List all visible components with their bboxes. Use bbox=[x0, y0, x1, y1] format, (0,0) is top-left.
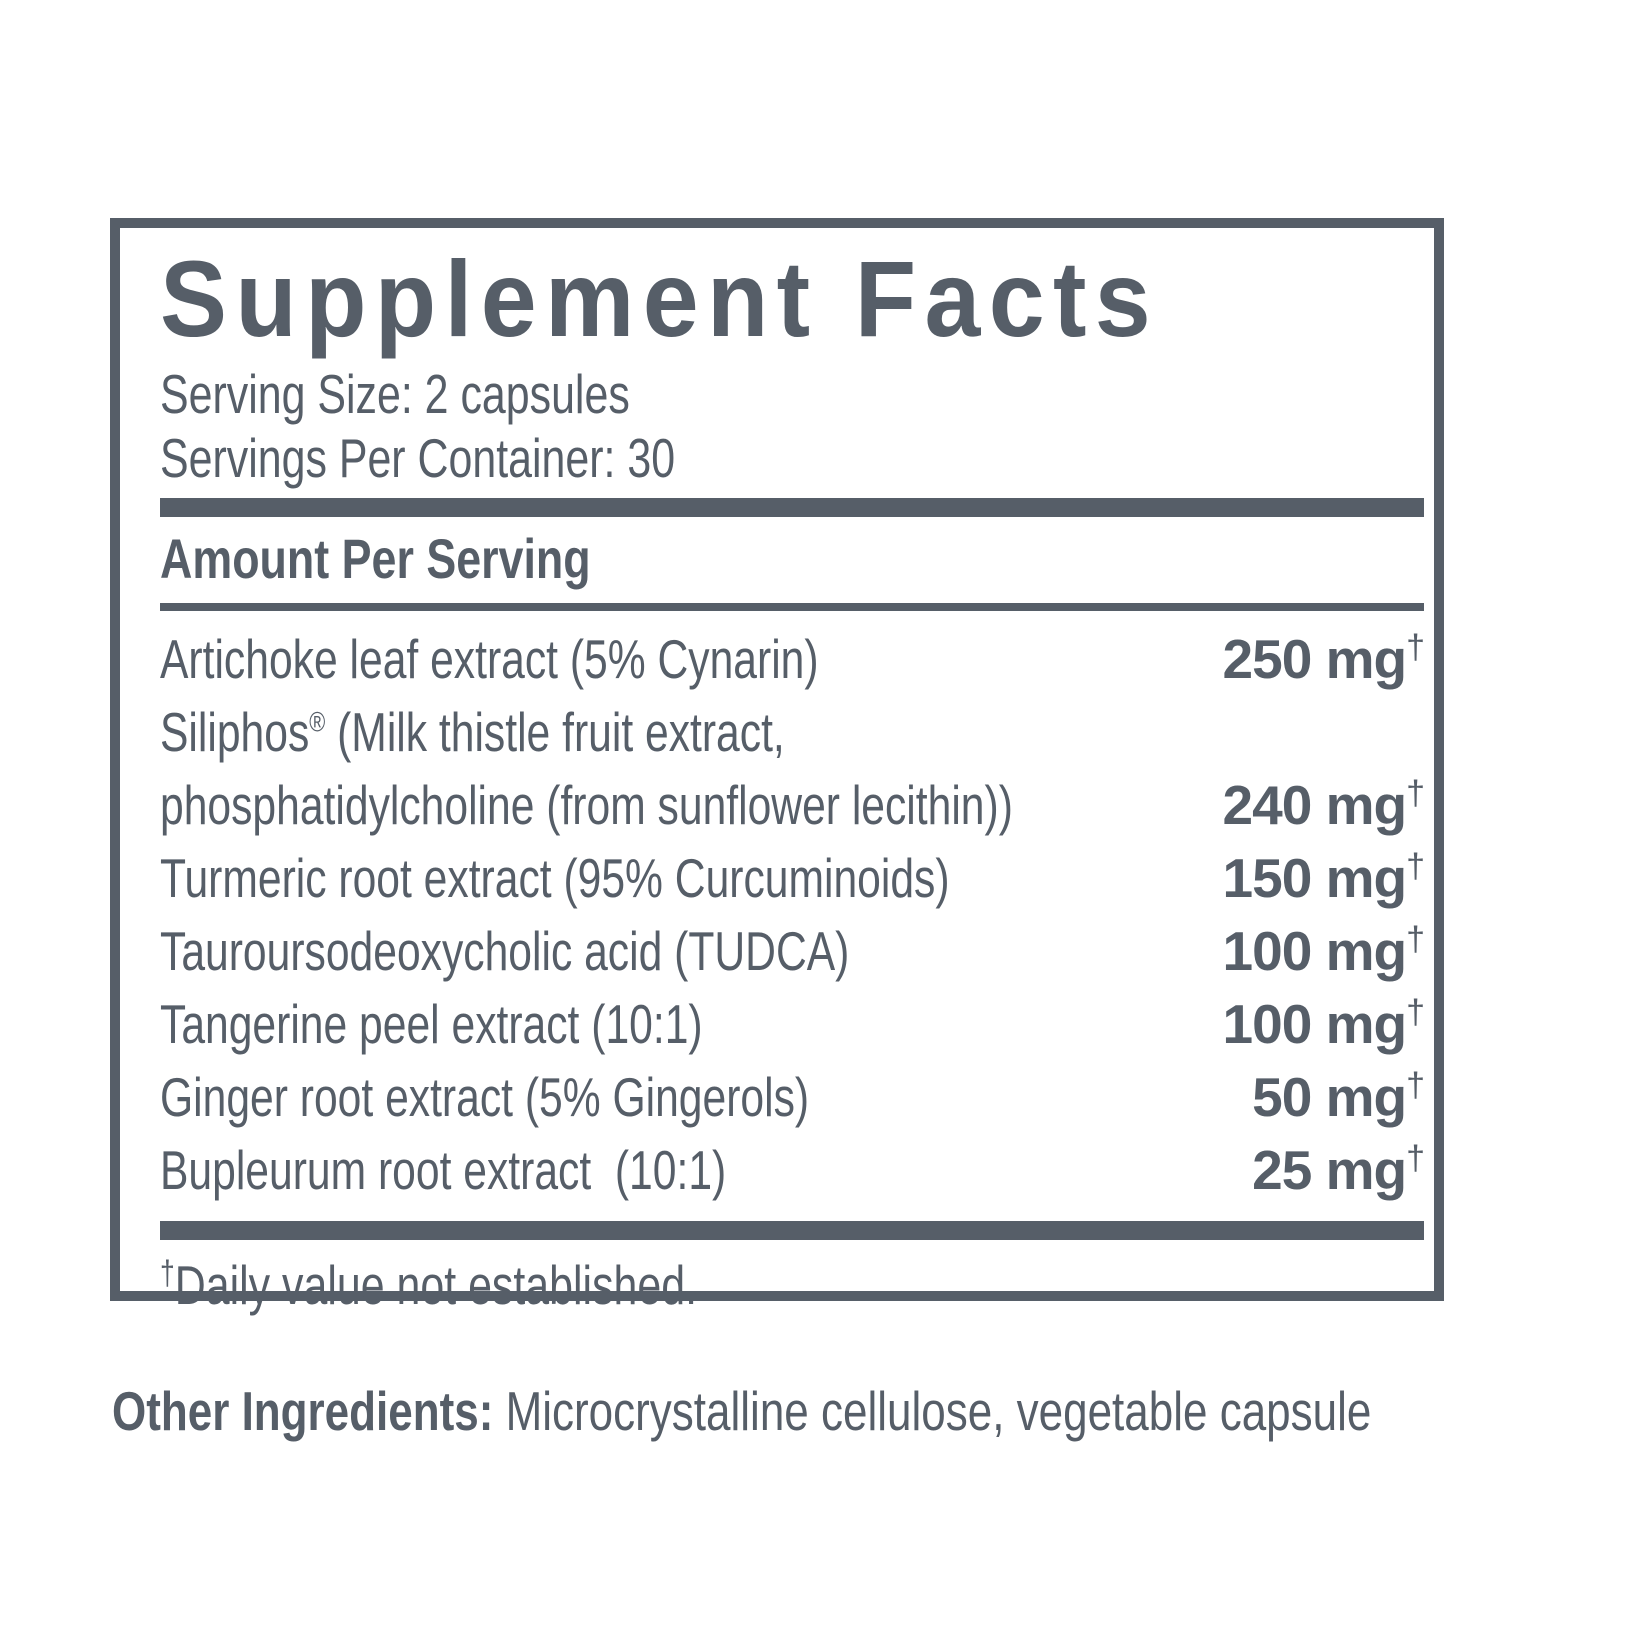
dagger-icon: † bbox=[1406, 1066, 1425, 1105]
ingredient-amount: 25 mg† bbox=[1252, 1134, 1425, 1207]
ingredient-name: Turmeric root extract (95% Curcuminoids) bbox=[160, 847, 950, 909]
dagger-icon: † bbox=[1406, 993, 1425, 1032]
other-ingredients-value: Microcrystalline cellulose, vegetable ca… bbox=[493, 1380, 1372, 1442]
ingredient-table: Artichoke leaf extract (5% Cynarin) 250 … bbox=[160, 611, 1425, 1211]
table-row: Turmeric root extract (95% Curcuminoids)… bbox=[160, 846, 1425, 919]
supplement-facts-content: Supplement Facts Serving Size: 2 capsule… bbox=[160, 238, 1425, 1320]
ingredient-name: Tauroursodeoxycholic acid (TUDCA) bbox=[160, 920, 850, 982]
amount-per-serving-header: Amount Per Serving bbox=[160, 527, 591, 590]
ingredient-name: Bupleurum root extract (10:1) bbox=[160, 1139, 727, 1201]
divider-thin bbox=[160, 603, 1424, 611]
table-row: Tangerine peel extract (10:1) 100 mg† bbox=[160, 992, 1425, 1065]
amount-value: 240 mg bbox=[1222, 774, 1408, 836]
table-row: Siliphos® (Milk thistle fruit extract, ph… bbox=[160, 700, 1425, 846]
footnote-text: Daily value not established. bbox=[174, 1254, 698, 1316]
ingredient-name: Tangerine peel extract (10:1) bbox=[160, 993, 703, 1055]
amount-value: 150 mg bbox=[1222, 847, 1408, 909]
supplement-facts-panel: Supplement Facts Serving Size: 2 capsule… bbox=[110, 218, 1444, 1316]
ingredient-amount: 50 mg† bbox=[1252, 1061, 1425, 1134]
dagger-icon: † bbox=[1406, 628, 1425, 667]
dagger-icon: † bbox=[1406, 774, 1425, 813]
amount-value: 50 mg bbox=[1252, 1066, 1407, 1128]
registered-icon: ® bbox=[309, 706, 326, 738]
ingredient-name: Siliphos® (Milk thistle fruit extract, ph… bbox=[160, 696, 1013, 842]
dagger-icon: † bbox=[160, 1254, 175, 1293]
servings-per-container-line: Servings Per Container: 30 bbox=[160, 427, 676, 489]
dagger-icon: † bbox=[1406, 847, 1425, 886]
table-row: Bupleurum root extract (10:1) 25 mg† bbox=[160, 1138, 1425, 1211]
table-row: Tauroursodeoxycholic acid (TUDCA) 100 mg… bbox=[160, 919, 1425, 992]
ingredient-name: Artichoke leaf extract (5% Cynarin) bbox=[160, 628, 819, 690]
ingredient-amount: 100 mg† bbox=[1222, 988, 1425, 1061]
footnote: †Daily value not established. bbox=[160, 1240, 1144, 1320]
page-title: Supplement Facts bbox=[160, 238, 1159, 359]
ingredient-name-brand: Siliphos bbox=[160, 701, 310, 763]
divider-thick-bottom bbox=[160, 1221, 1424, 1240]
divider-thick-top bbox=[160, 498, 1424, 517]
ingredient-amount: 100 mg† bbox=[1222, 915, 1425, 988]
amount-value: 100 mg bbox=[1222, 993, 1408, 1055]
ingredient-name: Ginger root extract (5% Gingerols) bbox=[160, 1066, 810, 1128]
ingredient-amount: 150 mg† bbox=[1222, 842, 1425, 915]
ingredient-name-rest: (Milk thistle fruit extract, bbox=[325, 701, 785, 763]
ingredient-amount: 250 mg† bbox=[1222, 623, 1425, 696]
amount-value: 250 mg bbox=[1222, 628, 1408, 690]
ingredient-name-line2: phosphatidylcholine (from sunflower leci… bbox=[160, 774, 1013, 836]
ingredient-amount: 240 mg† bbox=[1222, 769, 1425, 842]
table-row: Artichoke leaf extract (5% Cynarin) 250 … bbox=[160, 627, 1425, 700]
other-ingredients-line: Other Ingredients: Microcrystalline cell… bbox=[112, 1378, 1371, 1444]
other-ingredients-label: Other Ingredients: bbox=[112, 1380, 494, 1442]
amount-value: 25 mg bbox=[1252, 1139, 1407, 1201]
dagger-icon: † bbox=[1406, 920, 1425, 959]
table-row: Ginger root extract (5% Gingerols) 50 mg… bbox=[160, 1065, 1425, 1138]
serving-size-line: Serving Size: 2 capsules bbox=[160, 363, 630, 425]
amount-value: 100 mg bbox=[1222, 920, 1408, 982]
dagger-icon: † bbox=[1406, 1139, 1425, 1178]
